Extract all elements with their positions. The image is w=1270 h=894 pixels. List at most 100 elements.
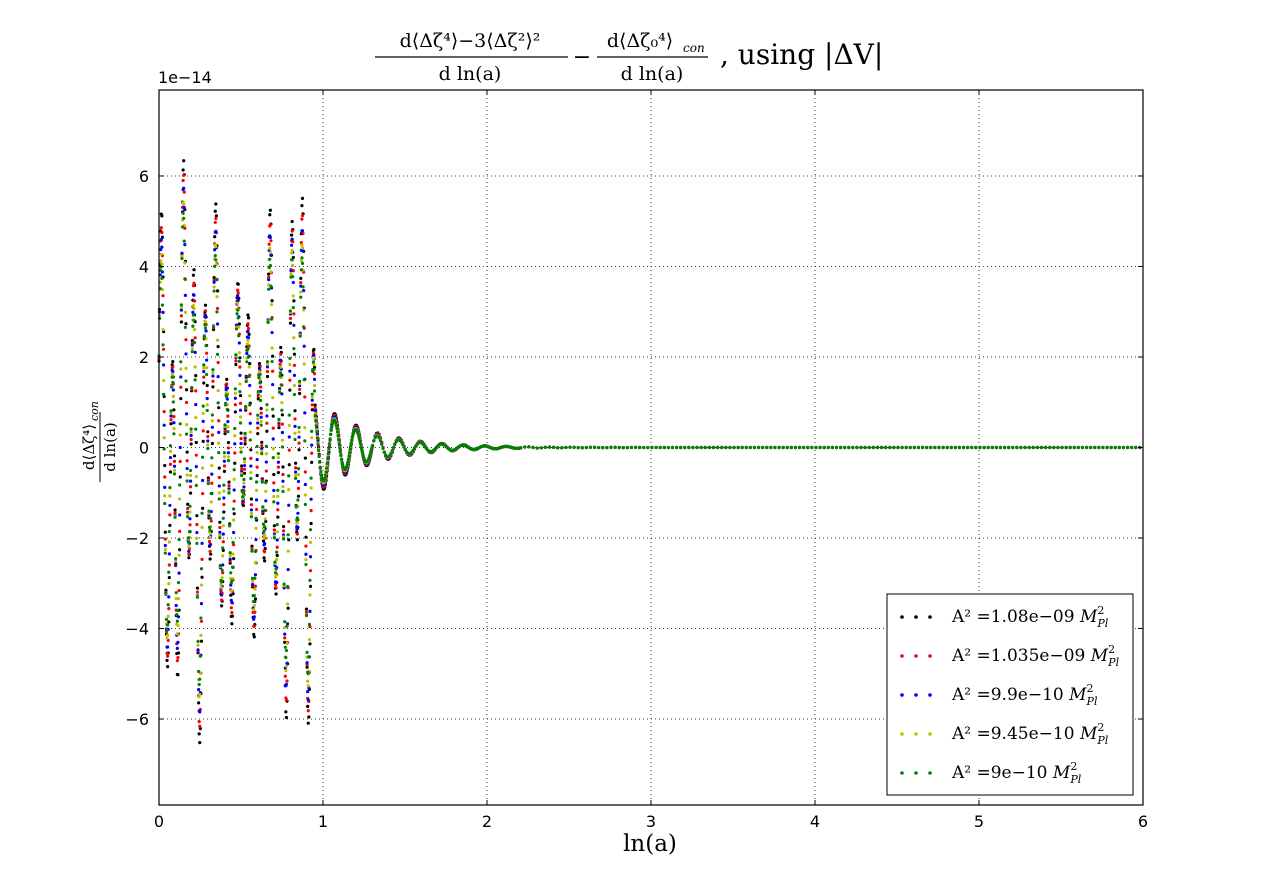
data-point [851,445,855,450]
data-point [176,581,181,585]
data-point [325,466,329,470]
data-point [297,430,301,434]
data-point [239,431,243,435]
data-point [261,505,265,509]
data-point [259,411,263,415]
data-point [174,597,178,601]
data-point [306,721,310,725]
data-point [810,445,814,450]
data-point [238,408,243,412]
data-point [201,439,205,443]
data-point [244,404,248,409]
data-point [179,397,183,401]
data-point [242,467,247,471]
data-point [195,536,199,540]
data-point [228,551,232,555]
data-point [272,472,276,477]
data-point [238,415,243,419]
data-point [966,445,970,450]
data-point [1007,445,1011,450]
data-point [309,486,313,490]
data-point [163,494,167,498]
data-point [301,249,305,253]
data-point [348,447,352,452]
data-point [249,511,254,516]
data-point [1134,445,1138,450]
data-point [214,214,218,218]
data-point [283,620,287,624]
data-point [1052,445,1056,450]
data-point [292,392,297,397]
data-point [307,637,311,642]
data-point [296,467,301,471]
data-point [250,546,254,551]
data-point [285,661,289,665]
data-point [217,497,221,501]
data-point [280,438,285,442]
data-point [160,214,164,218]
data-point [314,418,318,423]
data-point [294,461,298,465]
data-point [185,459,189,463]
data-point [896,445,900,450]
data-point [168,523,172,528]
data-point [308,578,312,582]
data-point [215,306,220,311]
data-point [167,582,171,586]
data-point [859,445,863,450]
data-point [226,441,231,445]
data-point [274,567,278,571]
data-point [287,423,291,428]
data-point [247,332,251,337]
data-point [192,328,197,332]
data-point [576,446,580,450]
data-point [797,445,802,450]
data-point [293,409,297,413]
data-point [183,277,187,281]
data-point [207,539,212,544]
legend-marker [914,732,918,736]
data-point [240,467,244,471]
data-point [208,549,212,553]
y-offset-text: 1e−14 [158,68,212,87]
data-point [199,602,204,606]
data-point [166,614,170,618]
data-point [161,392,166,396]
data-point [184,379,188,383]
data-point [167,607,171,611]
data-point [210,456,214,460]
data-point [1064,445,1068,450]
data-point [1043,445,1048,450]
data-point [269,302,274,307]
data-point [167,575,171,580]
data-point [220,576,224,580]
data-point [226,414,230,418]
data-point [281,489,285,494]
legend-label-unit: M [1068,685,1087,705]
data-point [402,445,406,449]
data-point [271,447,275,451]
data-point [308,609,312,613]
data-point [254,507,259,512]
data-point [205,358,209,362]
data-point [178,483,182,487]
data-point [238,373,242,377]
data-point [256,417,260,421]
data-point [372,439,376,443]
data-point [221,548,225,553]
data-point [310,451,314,455]
data-point [171,365,175,369]
data-point [535,446,539,450]
data-point [304,610,309,614]
data-point [213,235,217,239]
data-point [543,445,547,449]
data-point [556,446,560,450]
data-point [159,248,163,252]
data-point [179,385,183,389]
data-point [307,715,311,719]
data-point [194,474,198,479]
data-point [198,724,202,728]
data-point [267,275,271,279]
data-point [269,239,273,243]
data-point [204,344,208,348]
